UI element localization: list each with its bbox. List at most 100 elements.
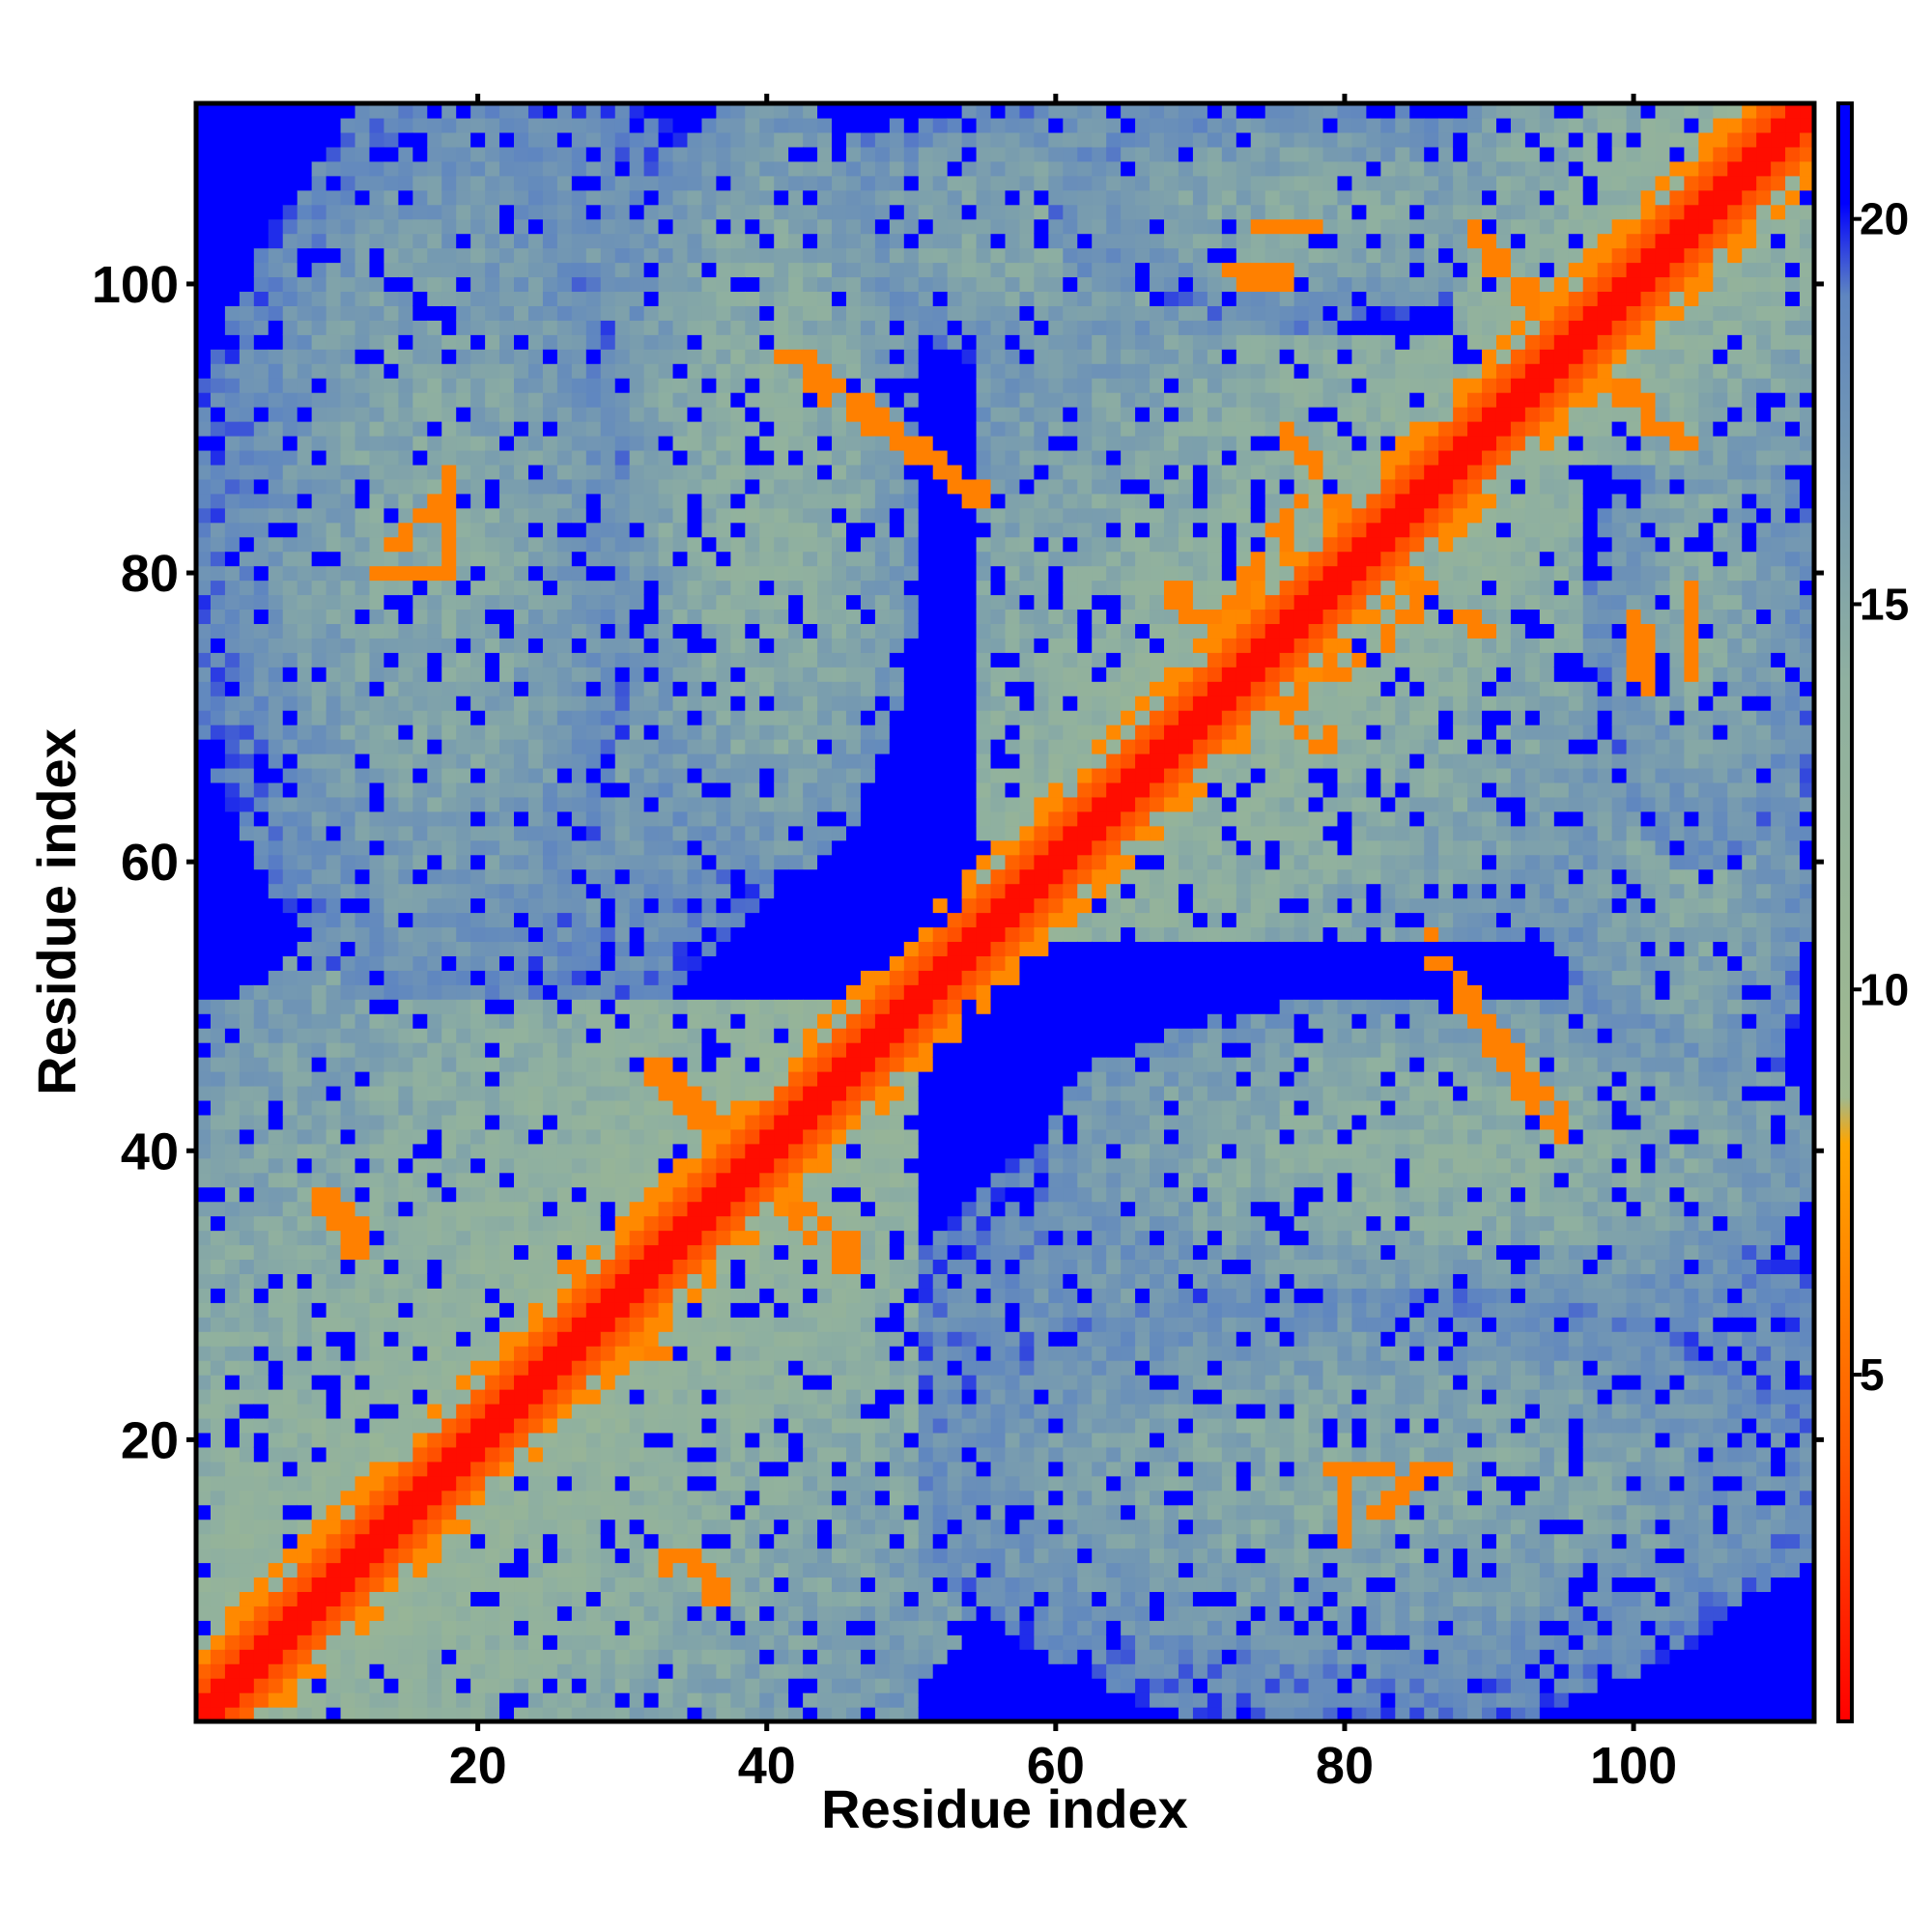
heatmap-cell <box>427 392 442 408</box>
heatmap-cell <box>571 421 587 437</box>
heatmap-cell <box>716 1157 731 1174</box>
heatmap-cell <box>456 999 471 1014</box>
heatmap-cell <box>687 1504 703 1520</box>
heatmap-cell <box>268 1461 284 1477</box>
heatmap-cell <box>412 652 428 668</box>
heatmap-cell <box>224 392 241 408</box>
heatmap-cell <box>716 1042 731 1058</box>
heatmap-cell <box>614 868 631 885</box>
heatmap-cell <box>282 305 298 321</box>
heatmap-cell <box>701 1201 717 1217</box>
heatmap-cell <box>369 580 385 596</box>
heatmap-cell <box>687 1519 703 1535</box>
heatmap-cell <box>326 320 342 335</box>
heatmap-cell <box>485 435 500 451</box>
heatmap-cell <box>803 1157 818 1174</box>
heatmap-cell <box>832 1215 847 1232</box>
heatmap-cell <box>643 1259 660 1274</box>
heatmap-cell <box>224 1663 241 1679</box>
heatmap-cell <box>585 1013 602 1029</box>
heatmap-cell <box>297 1317 313 1332</box>
heatmap-cell <box>803 667 818 682</box>
heatmap-cell <box>485 1331 500 1347</box>
heatmap-cell <box>297 291 313 306</box>
heatmap-cell <box>658 609 674 624</box>
heatmap-cell <box>485 941 500 956</box>
heatmap-cell <box>427 204 442 220</box>
heatmap-cell <box>730 189 746 206</box>
heatmap-cell <box>803 1317 818 1332</box>
heatmap-cell <box>745 507 760 524</box>
heatmap-cell <box>441 1678 457 1693</box>
heatmap-cell <box>817 478 833 495</box>
heatmap-cell <box>427 1071 442 1087</box>
heatmap-cell <box>556 276 573 293</box>
heatmap-cell <box>629 1273 645 1289</box>
heatmap-cell <box>282 1201 298 1217</box>
heatmap-cell <box>485 1288 500 1303</box>
heatmap-cell <box>311 103 327 119</box>
heatmap-cell <box>817 1085 833 1101</box>
heatmap-cell <box>514 493 529 509</box>
heatmap-cell <box>817 435 833 451</box>
heatmap-cell <box>398 868 413 885</box>
heatmap-cell <box>268 767 284 783</box>
heatmap-cell <box>224 1490 241 1506</box>
heatmap-cell <box>556 1244 573 1261</box>
heatmap-cell <box>441 1114 457 1130</box>
heatmap-cell <box>745 1230 760 1246</box>
heatmap-cell <box>196 1273 212 1289</box>
heatmap-cell <box>384 407 399 422</box>
heatmap-cell <box>658 1143 674 1159</box>
heatmap-cell <box>585 1071 602 1087</box>
heatmap-cell <box>629 1259 645 1274</box>
heatmap-cell <box>485 739 500 754</box>
heatmap-cell <box>355 1157 371 1174</box>
heatmap-cell <box>658 781 674 798</box>
heatmap-cell <box>253 1620 270 1635</box>
heatmap-cell <box>441 1461 457 1477</box>
heatmap-cell <box>803 103 818 119</box>
heatmap-cell <box>268 1533 284 1549</box>
heatmap-cell <box>716 941 731 956</box>
heatmap-cell <box>427 1605 442 1621</box>
heatmap-cell <box>643 117 660 133</box>
heatmap-cell <box>340 652 356 668</box>
heatmap-cell <box>672 739 689 754</box>
heatmap-cell <box>832 1446 847 1463</box>
heatmap-cell <box>687 1417 703 1434</box>
heatmap-cell <box>672 435 689 451</box>
heatmap-cell <box>643 1432 660 1448</box>
heatmap-cell <box>224 146 241 162</box>
heatmap-cell <box>672 854 689 870</box>
heatmap-cell <box>585 825 602 841</box>
heatmap-cell <box>224 536 241 553</box>
heatmap-cell <box>774 1186 789 1203</box>
heatmap-cell <box>340 1490 356 1506</box>
heatmap-cell <box>210 926 226 943</box>
heatmap-cell <box>774 551 789 567</box>
heatmap-cell <box>253 378 270 393</box>
heatmap-cell <box>282 160 298 177</box>
heatmap-cell <box>832 912 847 928</box>
heatmap-cell <box>485 320 500 335</box>
heatmap-cell <box>514 349 529 364</box>
heatmap-cell <box>340 739 356 754</box>
heatmap-cell <box>585 1099 602 1116</box>
heatmap-cell <box>832 868 847 885</box>
heatmap-cell <box>369 478 385 495</box>
heatmap-cell <box>730 1317 746 1332</box>
heatmap-cell <box>499 1389 515 1405</box>
heatmap-cell <box>542 999 558 1014</box>
heatmap-cell <box>412 247 428 264</box>
heatmap-cell <box>441 609 457 624</box>
heatmap-cell <box>499 1605 515 1621</box>
heatmap-cell <box>196 1288 212 1303</box>
heatmap-cell <box>571 623 587 639</box>
heatmap-cell <box>803 638 818 653</box>
heatmap-cell <box>600 478 616 495</box>
heatmap-cell <box>297 262 313 278</box>
heatmap-cell <box>499 1288 515 1303</box>
heatmap-cell <box>326 652 342 668</box>
heatmap-cell <box>369 609 385 624</box>
